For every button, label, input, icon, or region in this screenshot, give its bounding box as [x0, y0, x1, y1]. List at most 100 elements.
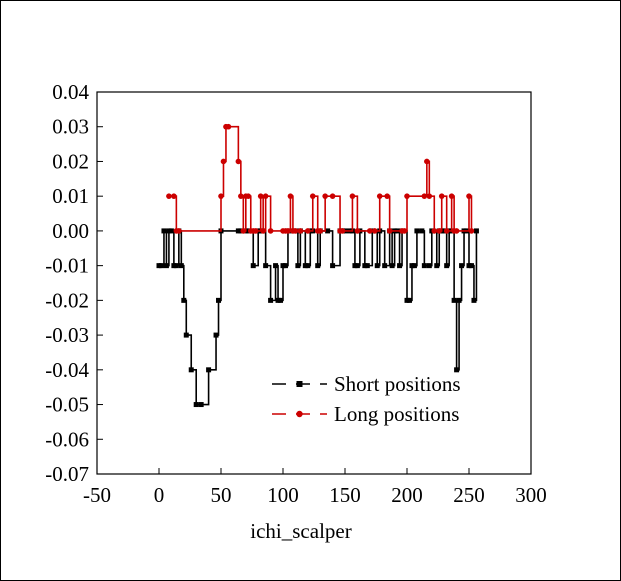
y-tick-label: 0.03: [52, 115, 89, 139]
data-point: [421, 193, 428, 199]
data-point: [371, 228, 378, 234]
data-point: [163, 263, 169, 269]
x-tick-label: 50: [211, 483, 232, 507]
x-tick-label: 250: [453, 483, 485, 507]
data-point: [282, 263, 288, 269]
data-point: [384, 193, 390, 199]
data-point: [354, 263, 360, 269]
series-line-short: [159, 230, 478, 406]
data-point: [443, 228, 450, 234]
data-point: [468, 228, 475, 234]
data-point: [198, 402, 204, 408]
data-point: [315, 263, 321, 269]
data-point: [453, 228, 460, 234]
y-tick-label: -0.05: [45, 393, 89, 417]
x-tick-label: 300: [515, 483, 547, 507]
data-point: [468, 263, 474, 269]
y-tick-label: -0.03: [45, 323, 89, 347]
y-tick-label: -0.07: [45, 462, 89, 486]
legend: Short positions Long positions: [272, 372, 461, 426]
data-point: [471, 297, 477, 303]
data-point: [448, 193, 455, 199]
data-point: [317, 228, 324, 234]
data-point: [245, 193, 252, 199]
y-tick-label: 0.04: [52, 80, 89, 104]
data-point: [235, 158, 242, 165]
data-point: [252, 228, 259, 234]
data-point: [426, 193, 433, 199]
data-point: [364, 263, 370, 269]
data-point: [216, 297, 222, 303]
data-point: [263, 263, 269, 269]
data-point: [250, 263, 256, 269]
legend-marker: [296, 381, 303, 387]
legend-label: Short positions: [334, 372, 461, 396]
data-point: [419, 228, 425, 234]
data-point: [305, 263, 311, 269]
data-point: [176, 228, 182, 234]
data-point: [414, 228, 420, 234]
data-point: [406, 297, 412, 303]
y-tick-label: 0.02: [52, 149, 89, 173]
data-point: [436, 228, 443, 234]
x-tick-label: 0: [154, 483, 165, 507]
data-point: [349, 193, 356, 199]
data-point: [431, 228, 438, 234]
data-point: [292, 228, 299, 234]
data-point: [206, 367, 212, 373]
data-point: [168, 228, 174, 234]
data-point: [426, 263, 432, 269]
data-point: [260, 228, 266, 234]
data-point: [411, 263, 417, 269]
data-point: [238, 193, 244, 199]
data-point: [285, 228, 291, 234]
data-point: [330, 263, 336, 269]
x-tick-label: 150: [329, 483, 361, 507]
plot-area-border: [96, 91, 532, 475]
y-tick-label: -0.06: [45, 427, 89, 451]
data-point: [181, 297, 187, 303]
data-point: [322, 193, 328, 199]
series-line-long: [168, 125, 473, 232]
data-point: [376, 193, 383, 199]
data-point: [451, 297, 457, 303]
x-tick-label: 100: [267, 483, 299, 507]
data-point: [268, 297, 274, 303]
data-point: [193, 402, 199, 408]
data-point: [305, 228, 311, 234]
data-point: [158, 263, 164, 269]
data-point: [339, 228, 346, 234]
data-point: [329, 193, 336, 199]
data-point: [309, 193, 316, 199]
data-point: [166, 193, 172, 199]
data-point: [438, 193, 445, 199]
data-point: [374, 263, 380, 269]
data-point: [173, 263, 179, 269]
legend-marker: [296, 410, 303, 418]
data-point: [386, 228, 393, 234]
data-point: [424, 158, 430, 165]
data-point: [188, 367, 194, 373]
y-tick-label: -0.01: [45, 254, 89, 278]
y-tick-label: -0.02: [45, 288, 89, 312]
x-tick-label: 200: [391, 483, 423, 507]
data-point: [459, 263, 465, 269]
data-point: [434, 263, 440, 269]
x-axis-label: ichi_scalper: [250, 519, 351, 543]
data-point: [325, 228, 331, 234]
data-point: [225, 123, 232, 130]
data-point: [456, 297, 462, 303]
data-point: [421, 263, 427, 269]
data-point: [257, 193, 264, 199]
legend-label: Long positions: [334, 402, 459, 426]
data-point: [262, 193, 269, 199]
data-point: [354, 228, 361, 234]
data-point: [267, 228, 274, 234]
data-point: [183, 332, 189, 338]
data-point: [444, 263, 450, 269]
data-point: [273, 263, 279, 269]
data-point: [278, 297, 284, 303]
data-point: [240, 228, 247, 234]
